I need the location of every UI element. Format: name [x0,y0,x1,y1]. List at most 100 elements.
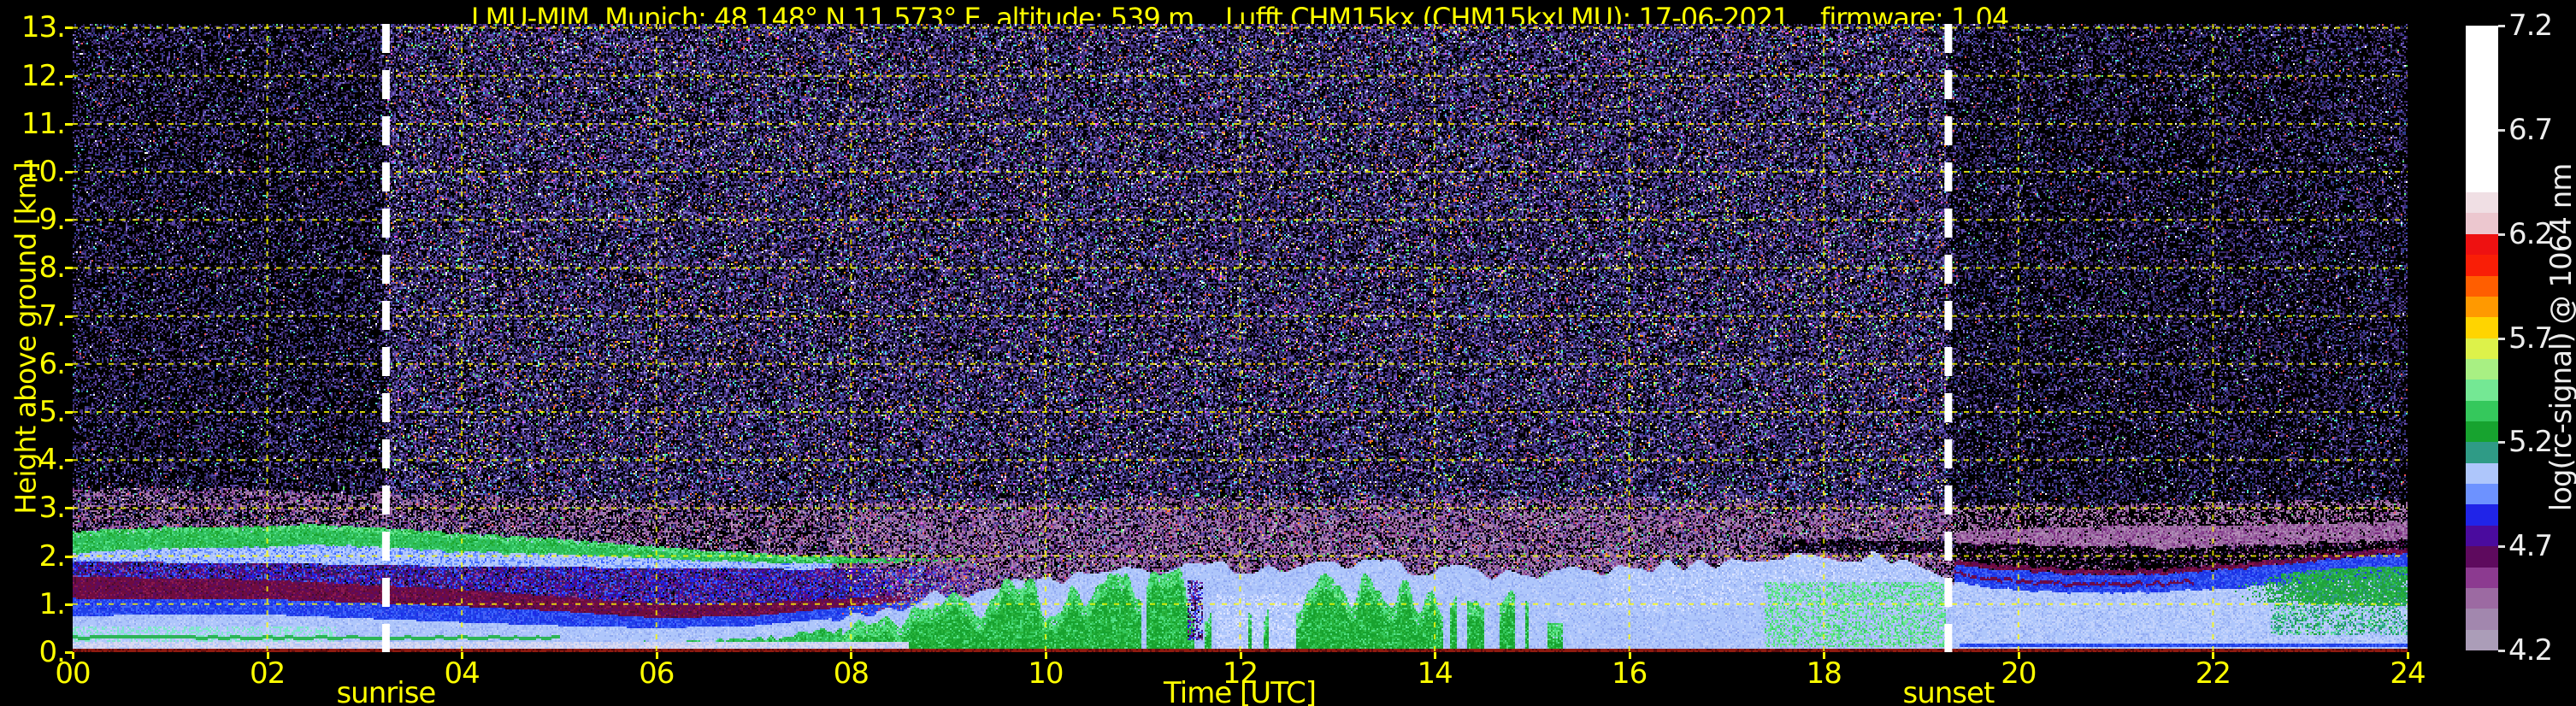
colorbar-segment [2466,587,2498,609]
x-tick-mark [1823,652,1826,659]
colorbar-segment [2466,109,2498,131]
y-tick-mark [65,507,73,510]
x-tick-label: 12 [1222,656,1259,691]
x-tick-mark [2407,652,2409,659]
y-tick-label: 8. [38,250,66,285]
x-tick-mark [461,652,464,659]
y-tick-mark [65,74,73,78]
y-tick-mark [65,603,73,606]
colorbar-tick-mark [2498,545,2505,549]
colorbar-tick-label: 5.2 [2508,425,2553,460]
ceilometer-heatmap [73,24,2408,652]
colorbar-tick-mark [2498,128,2505,132]
colorbar-segment [2466,171,2498,193]
colorbar-tick-mark [2498,441,2505,444]
y-tick-mark [65,362,73,366]
y-tick-mark [65,219,73,222]
colorbar-segment [2466,88,2498,109]
x-tick-label: 04 [444,656,480,691]
colorbar-tick-mark [2498,232,2505,236]
colorbar-segment [2466,546,2498,568]
colorbar-segment [2466,130,2498,151]
colorbar-segment [2466,26,2498,47]
colorbar-tick-label: 4.2 [2508,633,2553,668]
x-tick-mark [72,652,74,659]
x-tick-label: 10 [1028,656,1064,691]
colorbar-tick-mark [2498,25,2505,27]
y-tick-label: 6. [38,346,66,381]
colorbar-tick-label: 4.7 [2508,529,2553,564]
colorbar-segment [2466,192,2498,214]
y-tick-label: 0. [38,635,66,669]
colorbar-segment [2466,255,2498,276]
sunrise-label: sunrise [336,676,436,706]
colorbar-segment [2466,296,2498,318]
x-tick-label: 16 [1612,656,1648,691]
y-tick-mark [65,411,73,415]
y-tick-mark [65,267,73,270]
colorbar-segment [2466,484,2498,505]
y-tick-label: 11. [21,106,66,141]
x-tick-mark [655,652,658,659]
colorbar-segment [2466,421,2498,443]
y-tick-label: 10. [21,155,66,190]
colorbar-segment [2466,358,2498,380]
colorbar-segment [2466,213,2498,234]
x-tick-label: 20 [2001,656,2037,691]
y-tick-mark [65,459,73,462]
x-tick-mark [1044,652,1047,659]
colorbar-label: log(rc-signal) @ 1064 nm [2544,163,2576,512]
sunset-label: sunset [1902,676,1995,706]
colorbar-segment [2466,462,2498,485]
colorbar-segment [2466,567,2498,588]
x-tick-label: 08 [833,656,869,691]
x-tick-label: 02 [249,656,286,691]
colorbar-tick-label: 7.2 [2508,9,2553,43]
colorbar-segment [2466,442,2498,463]
x-tick-mark [2212,652,2215,659]
x-tick-label: 06 [639,656,675,691]
y-tick-mark [65,122,73,126]
x-tick-label: 22 [2195,656,2231,691]
y-tick-label: 13. [21,10,66,45]
x-tick-mark [1239,652,1242,659]
colorbar-tick-label: 5.7 [2508,321,2553,356]
y-tick-label: 1. [38,586,66,621]
y-tick-mark [65,26,73,30]
y-tick-label: 5. [38,395,66,430]
colorbar-segment [2466,400,2498,422]
colorbar-segment [2466,233,2498,256]
y-tick-mark [65,651,73,654]
colorbar-segment [2466,46,2498,68]
colorbar [2466,26,2498,650]
y-tick-label: 2. [38,538,66,574]
colorbar-tick-mark [2498,650,2505,652]
colorbar-segment [2466,67,2498,89]
colorbar-segment [2466,150,2498,172]
x-tick-mark [1628,652,1631,659]
x-tick-mark [850,652,853,659]
colorbar-segment [2466,504,2498,526]
x-tick-label: 00 [55,656,91,691]
x-tick-mark [1434,652,1437,659]
colorbar-segment [2466,379,2498,401]
colorbar-segment [2466,525,2498,547]
colorbar-tick-label: 6.7 [2508,112,2553,147]
x-tick-mark [266,652,269,659]
x-axis-label: Time [UTC] [1164,676,1317,706]
y-tick-label: 12. [21,58,66,93]
x-tick-label: 24 [2390,656,2426,691]
colorbar-segment [2466,338,2498,359]
colorbar-tick-label: 6.2 [2508,216,2553,251]
y-tick-label: 9. [38,203,66,238]
colorbar-segment [2466,609,2498,630]
colorbar-segment [2466,629,2498,650]
y-tick-label: 3. [38,491,66,526]
y-tick-mark [65,315,73,318]
colorbar-segment [2466,275,2498,297]
x-tick-label: 18 [1806,656,1842,691]
x-tick-label: 14 [1417,656,1453,691]
colorbar-segment [2466,317,2498,338]
y-tick-mark [65,171,73,174]
